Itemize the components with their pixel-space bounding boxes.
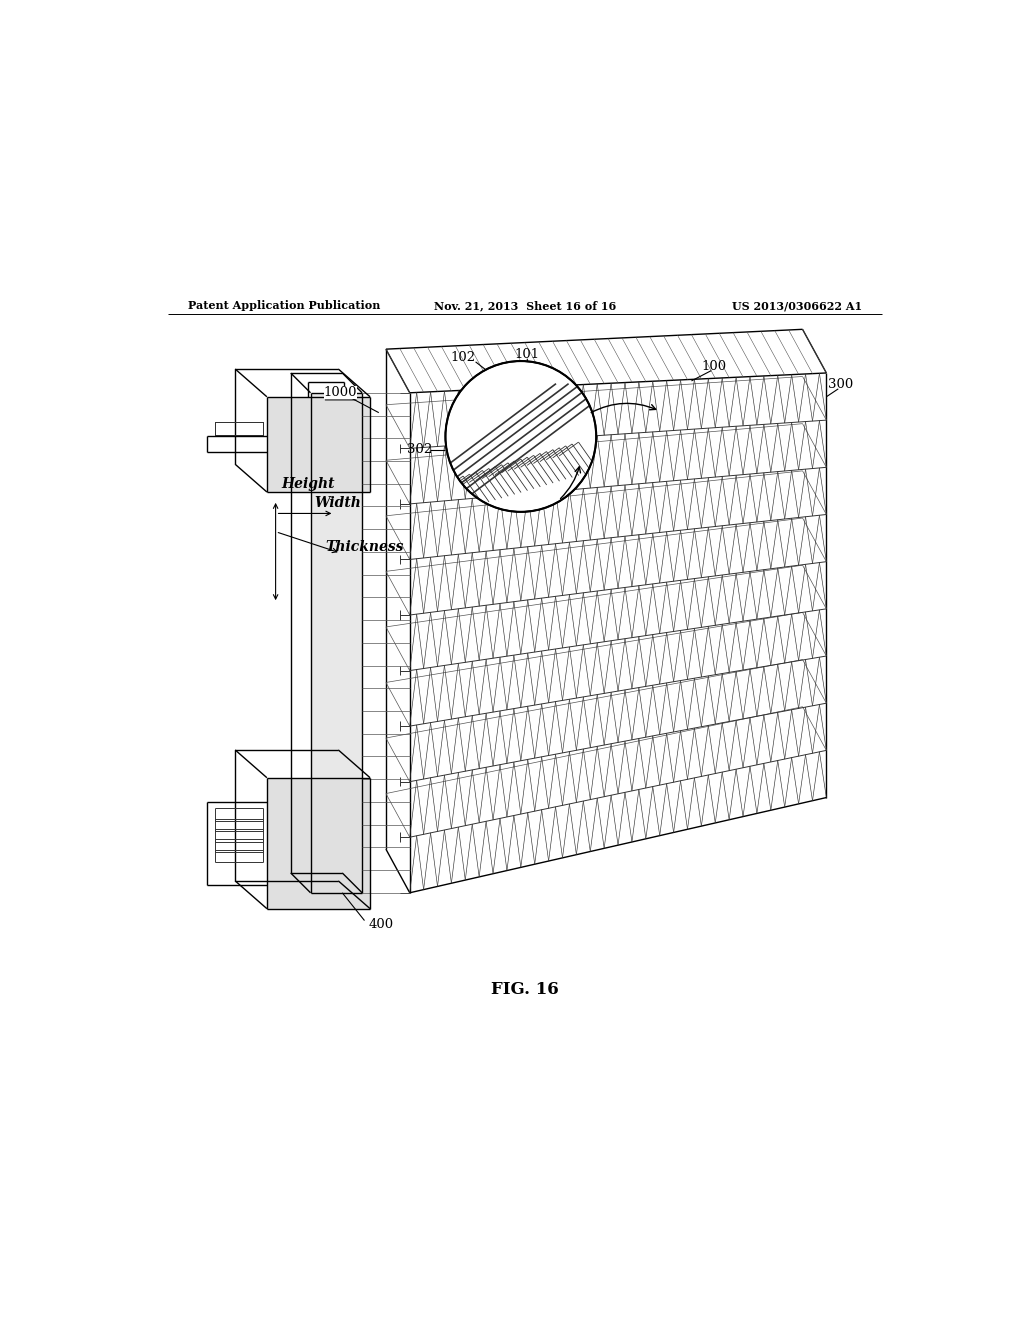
Circle shape bbox=[445, 362, 596, 512]
Text: 101: 101 bbox=[515, 348, 540, 362]
Circle shape bbox=[445, 362, 596, 512]
Circle shape bbox=[445, 362, 596, 512]
Text: Height: Height bbox=[282, 477, 335, 491]
Circle shape bbox=[445, 362, 596, 512]
Text: 100: 100 bbox=[701, 360, 726, 374]
Circle shape bbox=[445, 362, 596, 512]
Circle shape bbox=[445, 362, 596, 512]
Circle shape bbox=[445, 362, 596, 512]
Text: 300: 300 bbox=[828, 379, 853, 391]
Circle shape bbox=[445, 362, 596, 512]
Circle shape bbox=[445, 362, 596, 512]
Circle shape bbox=[445, 362, 596, 512]
Circle shape bbox=[445, 362, 596, 512]
Circle shape bbox=[445, 362, 596, 512]
Circle shape bbox=[445, 362, 596, 512]
Circle shape bbox=[445, 362, 596, 512]
Bar bbox=[267, 397, 370, 492]
Circle shape bbox=[445, 362, 596, 512]
Circle shape bbox=[445, 362, 596, 512]
Text: FIG. 16: FIG. 16 bbox=[490, 981, 559, 998]
Text: US 2013/0306622 A1: US 2013/0306622 A1 bbox=[732, 300, 862, 312]
Circle shape bbox=[445, 362, 596, 512]
Text: 400: 400 bbox=[369, 917, 393, 931]
Text: 102: 102 bbox=[451, 351, 475, 363]
Circle shape bbox=[445, 362, 596, 512]
Circle shape bbox=[445, 362, 596, 512]
Circle shape bbox=[445, 362, 596, 512]
Circle shape bbox=[445, 362, 596, 512]
Text: 1000: 1000 bbox=[324, 387, 357, 400]
Circle shape bbox=[445, 362, 596, 512]
Circle shape bbox=[445, 362, 596, 512]
Circle shape bbox=[445, 362, 596, 512]
Circle shape bbox=[445, 362, 596, 512]
Circle shape bbox=[445, 362, 596, 512]
Circle shape bbox=[445, 362, 596, 512]
Circle shape bbox=[445, 362, 596, 512]
Circle shape bbox=[445, 362, 596, 512]
Circle shape bbox=[445, 362, 596, 512]
Circle shape bbox=[445, 362, 596, 512]
Text: Patent Application Publication: Patent Application Publication bbox=[187, 300, 380, 312]
Text: Nov. 21, 2013  Sheet 16 of 16: Nov. 21, 2013 Sheet 16 of 16 bbox=[434, 300, 615, 312]
Circle shape bbox=[445, 362, 596, 512]
Circle shape bbox=[445, 362, 596, 512]
Circle shape bbox=[445, 362, 596, 512]
Circle shape bbox=[445, 362, 596, 512]
Circle shape bbox=[445, 362, 596, 512]
Circle shape bbox=[445, 362, 596, 512]
Circle shape bbox=[445, 362, 596, 512]
Text: Width: Width bbox=[314, 496, 361, 510]
Circle shape bbox=[445, 362, 596, 512]
Text: 301: 301 bbox=[548, 444, 573, 457]
Text: 302: 302 bbox=[408, 444, 433, 457]
Circle shape bbox=[445, 362, 596, 512]
Bar bbox=[310, 393, 362, 892]
Circle shape bbox=[445, 362, 596, 512]
Text: Thickness: Thickness bbox=[326, 540, 404, 554]
Circle shape bbox=[445, 362, 596, 512]
Circle shape bbox=[445, 362, 596, 512]
Circle shape bbox=[445, 362, 596, 512]
Circle shape bbox=[445, 362, 596, 512]
Circle shape bbox=[445, 362, 596, 512]
Circle shape bbox=[445, 362, 596, 512]
Circle shape bbox=[445, 362, 596, 512]
Circle shape bbox=[445, 362, 596, 512]
Bar bbox=[267, 777, 370, 908]
